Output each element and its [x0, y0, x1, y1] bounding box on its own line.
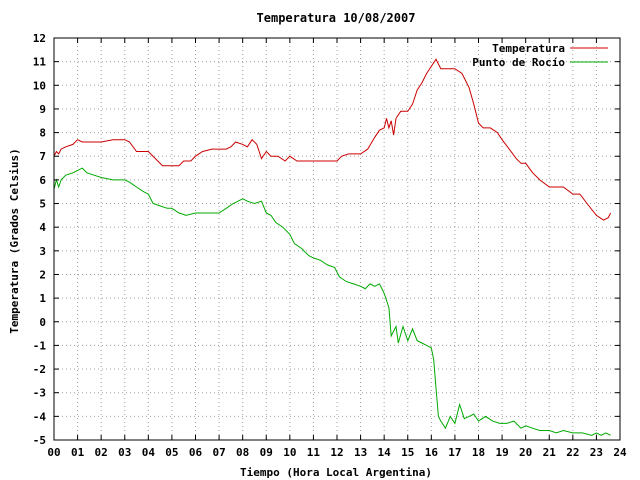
y-tick-label: -4 [33, 410, 47, 423]
x-tick-label: 11 [307, 446, 321, 459]
x-tick-label: 23 [590, 446, 603, 459]
x-tick-label: 15 [401, 446, 414, 459]
y-tick-label: -3 [33, 387, 46, 400]
legend-label-temperatura: Temperatura [492, 42, 565, 55]
x-tick-label: 22 [566, 446, 579, 459]
x-tick-label: 06 [189, 446, 203, 459]
y-tick-label: 4 [39, 221, 46, 234]
y-tick-label: 3 [39, 245, 46, 258]
y-tick-label: -2 [33, 363, 46, 376]
chart-title: Temperatura 10/08/2007 [257, 11, 416, 25]
y-tick-label: 11 [33, 56, 47, 69]
grid-lines [54, 38, 620, 440]
y-tick-label: 2 [39, 268, 46, 281]
legend-label-punto-de-rocio: Punto de Rocío [472, 56, 565, 69]
y-tick-label: 1 [39, 292, 46, 305]
y-tick-label: -5 [33, 434, 46, 447]
x-axis-ticks: 00 01 02 03 04 05 06 07 08 09 10 11 12 13 14 15 16 17 18 19… [47, 38, 627, 459]
y-axis-label: Temperatura (Grados Celsius) [8, 148, 21, 333]
x-tick-label: 05 [165, 446, 178, 459]
y-tick-label: 10 [33, 79, 46, 92]
x-tick-label: 19 [495, 446, 508, 459]
series-line-temperatura [53, 58, 612, 221]
x-tick-label: 07 [212, 446, 225, 459]
series-lines [53, 58, 612, 436]
x-tick-label: 09 [260, 446, 273, 459]
x-tick-label: 13 [354, 446, 367, 459]
x-tick-label: 18 [472, 446, 485, 459]
x-axis-label: Tiempo (Hora Local Argentina) [240, 466, 432, 479]
x-tick-label: 02 [95, 446, 108, 459]
x-tick-label: 01 [71, 446, 85, 459]
y-tick-label: -1 [33, 339, 47, 352]
y-tick-label: 6 [39, 174, 46, 187]
x-tick-label: 00 [47, 446, 60, 459]
legend: Temperatura Punto de Rocío [472, 42, 608, 69]
x-tick-label: 10 [283, 446, 296, 459]
x-tick-label: 08 [236, 446, 249, 459]
x-tick-label: 16 [425, 446, 439, 459]
y-tick-label: 9 [39, 103, 46, 116]
x-tick-label: 21 [543, 446, 557, 459]
y-tick-label: 8 [39, 127, 46, 140]
y-tick-label: 12 [33, 32, 46, 45]
series-line-punto-de-rocio [53, 167, 611, 436]
x-tick-label: 04 [142, 446, 156, 459]
y-tick-label: 0 [39, 316, 46, 329]
y-tick-label: 5 [39, 198, 46, 211]
x-tick-label: 14 [378, 446, 392, 459]
x-tick-label: 03 [118, 446, 131, 459]
y-tick-label: 7 [39, 150, 46, 163]
x-tick-label: 20 [519, 446, 532, 459]
x-tick-label: 24 [613, 446, 627, 459]
x-tick-label: 17 [448, 446, 461, 459]
x-tick-label: 12 [330, 446, 343, 459]
